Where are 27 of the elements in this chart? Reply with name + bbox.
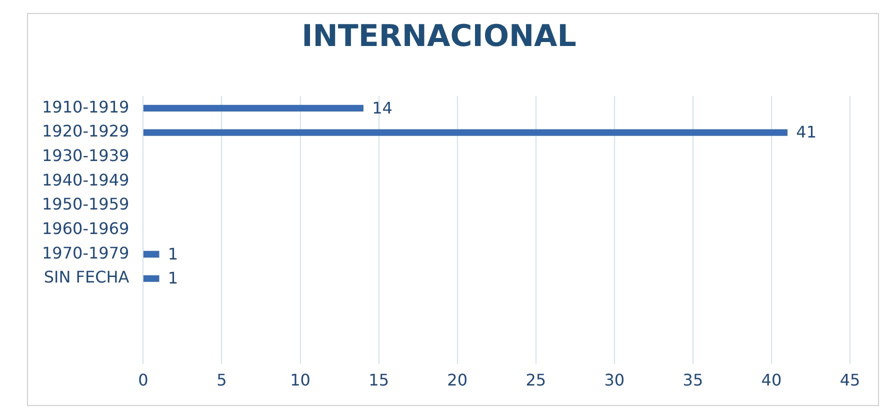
- y-tick-label: 1920-1929: [42, 122, 130, 141]
- x-tick-label: 15: [368, 370, 389, 390]
- bar: [143, 250, 160, 258]
- x-tick-label: 45: [840, 370, 860, 390]
- x-tick-label: 40: [761, 370, 782, 390]
- x-tick-label: 0: [138, 370, 148, 390]
- bar: [143, 275, 160, 282]
- y-tick-label: 1940-1949: [42, 170, 130, 190]
- x-tick-label: 25: [526, 370, 546, 390]
- y-tick-label: 1910-1919: [42, 97, 130, 116]
- data-label: 14: [372, 98, 392, 118]
- x-tick-label: 10: [290, 370, 310, 390]
- x-tick-label: 5: [216, 370, 227, 390]
- x-tick-label: 20: [447, 370, 468, 390]
- y-tick-label: 1930-1939: [42, 146, 130, 166]
- y-tick-label: 1950-1959: [42, 194, 130, 214]
- x-tick-label: 35: [682, 370, 704, 390]
- y-tick-label: SIN FECHA: [44, 268, 130, 287]
- bar: [143, 129, 788, 136]
- data-label: 1: [168, 268, 178, 288]
- bar: [143, 104, 364, 112]
- y-tick-label: 1960-1969: [42, 219, 130, 238]
- data-label: 41: [796, 122, 817, 142]
- x-tick-label: 30: [604, 370, 625, 390]
- chart-title: INTERNACIONAL: [302, 18, 576, 54]
- data-label: 1: [168, 244, 178, 264]
- y-tick-label: 1970-1979: [42, 243, 130, 262]
